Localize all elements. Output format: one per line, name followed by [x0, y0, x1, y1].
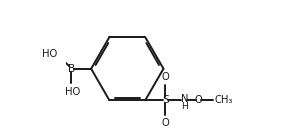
Text: H: H	[181, 102, 188, 111]
Text: CH₃: CH₃	[215, 95, 233, 105]
Text: O: O	[162, 72, 169, 82]
Text: S: S	[162, 95, 169, 105]
Text: O: O	[195, 95, 203, 105]
Text: HO: HO	[42, 49, 58, 59]
Text: B: B	[68, 64, 75, 74]
Text: N: N	[181, 94, 188, 104]
Text: HO: HO	[65, 87, 80, 97]
Text: O: O	[162, 118, 169, 128]
